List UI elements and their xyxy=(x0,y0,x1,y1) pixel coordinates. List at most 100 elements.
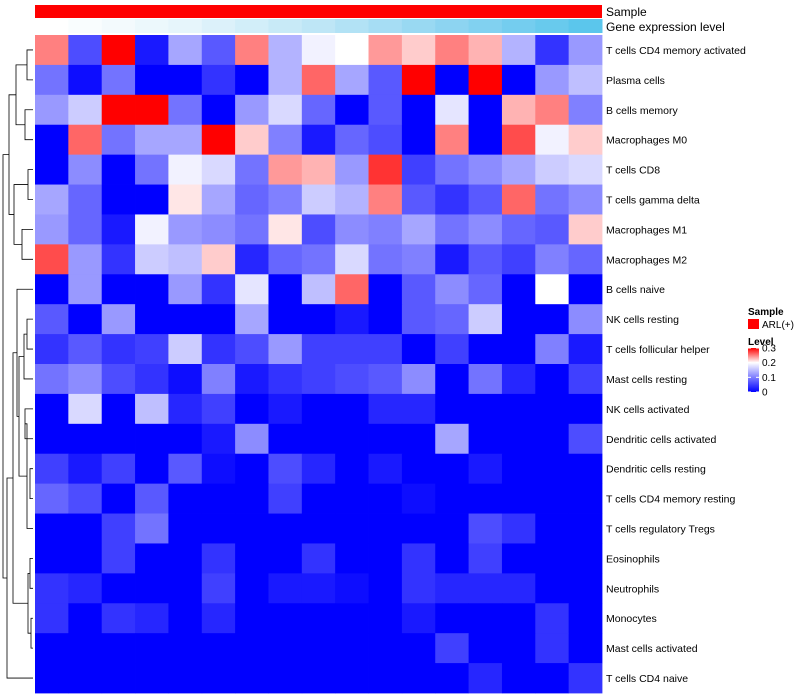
heatmap-cell xyxy=(201,393,236,425)
heatmap-cell xyxy=(468,663,503,694)
heatmap-cell xyxy=(435,334,469,365)
heatmap-cell xyxy=(435,364,469,395)
heatmap-cell xyxy=(235,94,269,126)
heatmap-cell xyxy=(301,453,336,485)
heatmap-cell xyxy=(201,334,236,365)
heatmap-cell xyxy=(301,184,336,215)
heatmap-cell xyxy=(335,94,369,126)
heatmap-cell xyxy=(401,543,436,574)
heatmap-cell xyxy=(468,573,503,604)
row-label: Macrophages M2 xyxy=(606,254,687,266)
heatmap-cell xyxy=(101,274,136,305)
heatmap-cell xyxy=(135,393,169,425)
heatmap-cell xyxy=(501,214,536,245)
dendrogram-branch xyxy=(8,94,16,215)
heatmap-cell xyxy=(401,94,436,126)
heatmap-cell xyxy=(235,214,269,245)
heatmap-cell xyxy=(335,154,369,185)
heatmap-cell xyxy=(335,663,369,694)
heatmap-cell xyxy=(501,453,536,485)
heatmap-cell xyxy=(68,603,103,634)
heatmap-cell xyxy=(135,184,169,215)
heatmap-cell xyxy=(201,453,236,485)
heatmap-cell xyxy=(501,663,536,694)
heatmap-cell xyxy=(401,64,436,96)
heatmap-cell xyxy=(135,453,169,485)
heatmap-cell xyxy=(368,64,403,96)
heatmap-cell xyxy=(68,94,103,126)
heatmap-cell xyxy=(301,603,336,634)
heatmap-cell xyxy=(201,274,236,305)
heatmap-cell xyxy=(468,124,503,156)
legend-tick-label: 0.2 xyxy=(762,358,776,369)
legend-level-title: Level xyxy=(748,337,774,348)
heatmap-cell xyxy=(368,304,403,335)
heatmap-cell xyxy=(435,244,469,275)
heatmap-cell xyxy=(201,94,236,126)
heatmap-cell xyxy=(401,633,436,664)
heatmap-cell xyxy=(568,423,603,455)
heatmap-cell xyxy=(235,483,269,514)
row-dendrogram xyxy=(2,49,33,679)
heatmap-cell xyxy=(235,124,269,156)
heatmap-cell xyxy=(201,663,236,694)
annotation-cell xyxy=(135,19,169,33)
heatmap-cell xyxy=(368,603,403,634)
heatmap-cell xyxy=(501,124,536,156)
heatmap-cell xyxy=(35,633,69,664)
heatmap-cell xyxy=(401,423,436,455)
heatmap-cell xyxy=(201,633,236,664)
heatmap-cell xyxy=(335,124,369,156)
heatmap-cell xyxy=(35,64,69,96)
annotation-cell xyxy=(268,19,303,33)
heatmap-cell xyxy=(435,214,469,245)
heatmap-cell xyxy=(135,35,169,66)
heatmap-cell xyxy=(168,543,203,574)
heatmap-cell xyxy=(568,184,603,215)
heatmap-cell xyxy=(168,304,203,335)
heatmap-cell xyxy=(335,274,369,305)
heatmap-cell xyxy=(535,633,570,664)
heatmap-cell xyxy=(35,543,69,574)
heatmap-cell xyxy=(235,633,269,664)
heatmap-cell xyxy=(468,244,503,275)
heatmap-cell xyxy=(168,244,203,275)
heatmap-cell xyxy=(35,663,69,694)
dendrogram-branch xyxy=(13,184,28,245)
heatmap-cell xyxy=(301,543,336,574)
heatmap-cell xyxy=(268,124,303,156)
heatmap-cell xyxy=(401,35,436,66)
heatmap-cell xyxy=(268,334,303,365)
heatmap-cell xyxy=(368,274,403,305)
row-label: Dendritic cells resting xyxy=(606,464,706,476)
heatmap-cell xyxy=(135,64,169,96)
heatmap-cell xyxy=(235,513,269,544)
heatmap-cell xyxy=(568,663,603,694)
heatmap-cell xyxy=(168,364,203,395)
heatmap-cell xyxy=(535,184,570,215)
heatmap-cell xyxy=(335,35,369,66)
heatmap-cell xyxy=(335,244,369,275)
heatmap-cell xyxy=(535,64,570,96)
heatmap-cell xyxy=(368,483,403,514)
heatmap-cell xyxy=(101,603,136,634)
heatmap-cell xyxy=(335,364,369,395)
heatmap-cell xyxy=(435,513,469,544)
heatmap-cell xyxy=(135,334,169,365)
dendrogram-branch xyxy=(27,572,31,634)
heatmap-cell xyxy=(435,274,469,305)
heatmap-cell xyxy=(535,423,570,455)
heatmap-cell xyxy=(501,364,536,395)
heatmap-cell xyxy=(435,663,469,694)
row-label: Eosinophils xyxy=(606,553,660,565)
heatmap-cell xyxy=(335,543,369,574)
heatmap-cell xyxy=(568,393,603,425)
annotation-cell xyxy=(168,19,203,33)
annotation-bar-sample xyxy=(35,5,602,18)
heatmap-cell xyxy=(168,154,203,185)
legend-sample-label: ARL(+) xyxy=(762,320,794,331)
row-label: B cells naive xyxy=(606,284,665,296)
heatmap-cell xyxy=(35,453,69,485)
heatmap-cell xyxy=(401,184,436,215)
